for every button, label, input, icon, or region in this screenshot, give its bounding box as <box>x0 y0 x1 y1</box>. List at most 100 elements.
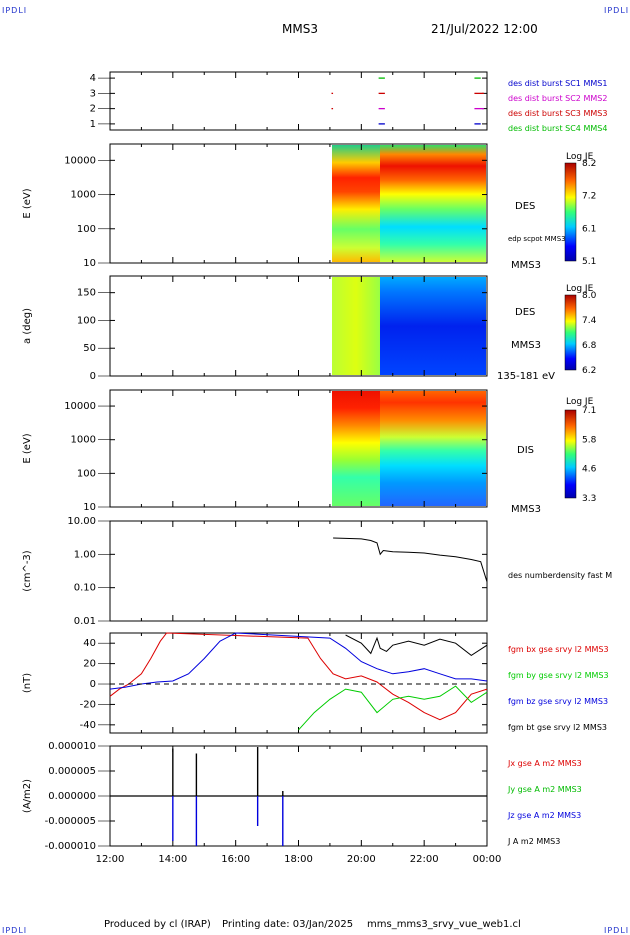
ylabel-des_energy: E (eV) <box>22 188 33 218</box>
ylabel-dis_energy: E (eV) <box>22 433 33 463</box>
colorbar-tick-des_energy-3: 5.1 <box>582 257 596 267</box>
time-tick-label-2: 16:00 <box>221 854 250 865</box>
legend-density-0: des numberdensity fast M <box>508 571 612 580</box>
colorbar-tick-dis_energy-2: 4.6 <box>582 465 597 475</box>
colorbar-des-energy <box>564 162 577 262</box>
ytick-label-magnetic_field-3: 20 <box>83 659 96 670</box>
series-line-density-0 <box>333 537 488 582</box>
ylabel-magnetic_field: (nT) <box>22 673 33 693</box>
ytick-label-density-2: 1.00 <box>74 549 96 560</box>
des-energy-fill-early <box>332 145 380 262</box>
colorbar-dis-energy <box>564 409 577 499</box>
time-tick-label-4: 20:00 <box>347 854 376 865</box>
spec-label-des_energy: DES <box>515 201 535 212</box>
footer-filename: mms_mms3_srvy_vue_web1.cl <box>367 919 521 930</box>
time-tick-label-0: 12:00 <box>96 854 125 865</box>
ytick-label-current_density-3: 0.000005 <box>48 766 96 777</box>
colorbar-tick-des_energy-2: 6.1 <box>582 224 596 234</box>
ytick-label-density-3: 10.00 <box>67 516 96 527</box>
spec-sublabel-dis_energy-0: MMS3 <box>511 504 541 515</box>
burst-legend-0: des dist burst SC1 MMS1 <box>508 79 607 88</box>
legend-current-0: Jx gse A m2 MMS3 <box>507 759 582 768</box>
des-pitch-fill-late <box>380 277 486 375</box>
ytick-label-des_energy-3: 10000 <box>64 155 96 166</box>
ytick-label-burst_availability-0: 1 <box>90 119 96 130</box>
colorbar-tick-des_energy-0: 8.2 <box>582 159 596 169</box>
time-tick-label-6: 00:00 <box>473 854 502 865</box>
burst-legend-1: des dist burst SC2 MMS2 <box>508 94 607 103</box>
ylabel-current_density: (A/m2) <box>22 779 33 813</box>
colorbar-tick-dis_energy-0: 7.1 <box>582 406 596 416</box>
colorbar-tick-des_pitch-1: 7.4 <box>582 316 597 326</box>
colorbar-tick-des_pitch-0: 8.0 <box>582 291 597 301</box>
colorbar-title-des_pitch: Log JE <box>566 284 594 294</box>
time-tick-label-5: 22:00 <box>410 854 439 865</box>
dynamic-layer: 1 2 3 4 10 100 1000 10000 E (eV) 0 50 100 150 a (deg)… <box>22 72 612 865</box>
ytick-label-density-0: 0.01 <box>74 616 96 627</box>
legend-current-3: J A m2 MMS3 <box>507 837 560 846</box>
spectrogram-des-energy <box>332 145 486 262</box>
legend-current-2: Jz gse A m2 MMS3 <box>507 811 581 820</box>
ytick-label-density-1: 0.10 <box>74 583 96 594</box>
burst-legend-2: des dist burst SC3 MMS3 <box>508 109 607 118</box>
ytick-label-des_pitch-0: 0 <box>90 371 96 382</box>
ytick-label-magnetic_field-1: -20 <box>80 699 96 710</box>
burst-legend-3: des dist burst SC4 MMS4 <box>508 124 607 133</box>
spec-label-des_pitch: DES <box>515 307 535 318</box>
spec-sublabel-des_energy-1: MMS3 <box>511 260 541 271</box>
panel-frame-burst <box>109 71 488 131</box>
spacecraft-title: MMS3 <box>282 22 318 36</box>
ytick-label-burst_availability-3: 4 <box>90 73 96 84</box>
ytick-label-current_density-0: -0.000010 <box>45 841 96 852</box>
spectrogram-dis-energy <box>332 391 486 506</box>
corner-mark-tl: IPDLI <box>2 6 28 15</box>
panel-frame-density <box>109 520 488 622</box>
ytick-label-des_energy-1: 100 <box>77 224 96 235</box>
series-line-magnetic_field-1 <box>298 685 488 731</box>
legend-current-1: Jy gse A m2 MMS3 <box>507 785 582 794</box>
spec-sublabel-des_pitch-1: 135-181 eV <box>497 371 555 382</box>
series-line-magnetic_field-2 <box>109 632 488 690</box>
series-line-magnetic_field-3 <box>345 634 488 657</box>
ytick-label-des_energy-2: 1000 <box>71 190 96 201</box>
time-tick-label-1: 14:00 <box>158 854 187 865</box>
colorbar-tick-des_pitch-3: 6.2 <box>582 366 596 376</box>
corner-mark-bl: IPDLI <box>2 926 28 935</box>
spectrogram-des-pitch <box>332 277 486 375</box>
ytick-label-current_density-2: 0.000000 <box>48 791 96 802</box>
dis-energy-fill-early <box>332 391 380 506</box>
ytick-label-des_energy-0: 10 <box>83 258 96 269</box>
ytick-label-magnetic_field-4: 40 <box>83 638 96 649</box>
colorbar-tick-dis_energy-3: 3.3 <box>582 494 596 504</box>
ytick-label-des_pitch-2: 100 <box>77 315 96 326</box>
ytick-label-burst_availability-2: 3 <box>90 88 96 99</box>
footer-printing-date: Printing date: 03/Jan/2025 <box>222 919 354 930</box>
colorbar-tick-des_energy-1: 7.2 <box>582 192 596 202</box>
ytick-label-current_density-1: -0.000005 <box>45 816 96 827</box>
des-energy-fill-late <box>380 145 486 262</box>
footer-produced-by: Produced by cl (IRAP) <box>104 919 211 930</box>
ytick-label-des_pitch-1: 50 <box>83 343 96 354</box>
ylabel-density: (cm^-3) <box>22 550 33 591</box>
spec-label-dis_energy: DIS <box>517 445 534 456</box>
series-line-magnetic_field-0 <box>109 632 488 721</box>
ylabel-des_pitch: a (deg) <box>22 308 33 344</box>
datetime-title: 21/Jul/2022 12:00 <box>431 22 538 36</box>
ytick-label-dis_energy-3: 10000 <box>64 401 96 412</box>
ytick-label-des_pitch-3: 150 <box>77 288 96 299</box>
ytick-label-current_density-4: 0.000010 <box>48 741 96 752</box>
ytick-label-burst_availability-1: 2 <box>90 104 96 115</box>
corner-mark-br: IPDLI <box>604 926 630 935</box>
corner-mark-tr: IPDLI <box>604 6 630 15</box>
time-tick-label-3: 18:00 <box>284 854 313 865</box>
spec-sublabel-des_pitch-0: MMS3 <box>511 340 541 351</box>
ytick-label-magnetic_field-0: -40 <box>80 720 96 731</box>
ytick-label-dis_energy-2: 1000 <box>71 435 96 446</box>
ytick-label-dis_energy-0: 10 <box>83 502 96 513</box>
colorbar-title-dis_energy: Log JE <box>566 397 594 407</box>
legend-bfield-0: fgm bx gse srvy l2 MMS3 <box>508 645 609 654</box>
colorbar-tick-dis_energy-1: 5.8 <box>582 435 597 445</box>
des-pitch-fill-early <box>332 277 380 375</box>
colorbar-title-des_energy: Log JE <box>566 152 594 162</box>
